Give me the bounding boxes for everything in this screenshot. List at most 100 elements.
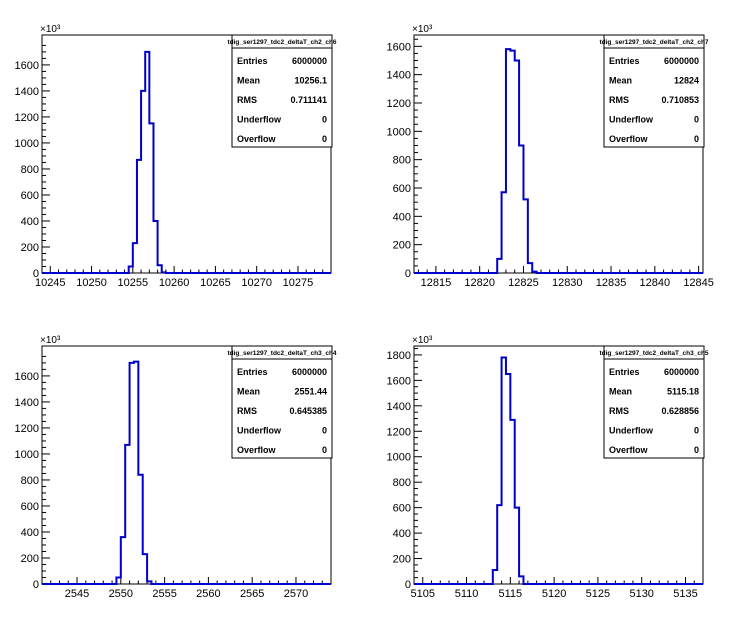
histogram-bin xyxy=(519,576,523,584)
stats-label: Entries xyxy=(237,56,268,66)
x-tick-label: 2570 xyxy=(284,588,308,600)
y-tick-label: 1000 xyxy=(15,138,39,150)
y-tick-label: 400 xyxy=(21,527,39,539)
stats-title: tdig_ser1297_tdc2_deltaT_ch2_ch7 xyxy=(599,39,708,46)
y-tick-label: 1000 xyxy=(387,452,411,464)
histogram-bin xyxy=(138,475,142,584)
histogram-bin xyxy=(147,581,151,584)
stats-label: RMS xyxy=(237,406,257,416)
stats-box xyxy=(231,34,333,148)
y-tick-label: 800 xyxy=(21,164,39,176)
x-tick-label: 12840 xyxy=(640,277,671,289)
stats-label: RMS xyxy=(609,95,629,105)
histogram-bin xyxy=(506,374,510,584)
stats-value: 6000000 xyxy=(292,56,327,66)
histogram-bin xyxy=(116,577,120,584)
x-tick-label: 10260 xyxy=(159,277,190,289)
y-tick-label: 1400 xyxy=(15,397,39,409)
x-tick-label: 2545 xyxy=(65,588,89,600)
histogram-bin xyxy=(143,554,147,584)
x-tick-label: 5135 xyxy=(673,588,697,600)
stats-value: 6000000 xyxy=(664,367,699,377)
histogram-bin xyxy=(137,160,141,273)
y-tick-label: 1400 xyxy=(387,70,411,82)
stats-label: Mean xyxy=(237,387,260,397)
histogram-bin xyxy=(158,265,162,273)
stats-label: Overflow xyxy=(237,134,277,144)
x-tick-label: 12835 xyxy=(596,277,627,289)
stats-value: 2551.44 xyxy=(294,387,327,397)
x-tick-label: 10250 xyxy=(76,277,107,289)
x-tick-label: 5105 xyxy=(411,588,435,600)
x-tick-label: 10265 xyxy=(200,277,231,289)
histogram-line xyxy=(414,48,703,274)
stats-value: 10256.1 xyxy=(294,76,327,86)
stats-title: tdig_ser1297_tdc2_deltaT_ch3_ch5 xyxy=(599,350,708,357)
histogram-bin xyxy=(523,199,527,273)
histogram-bin xyxy=(502,357,506,584)
x-tick-label: 2550 xyxy=(109,588,133,600)
histogram-bin xyxy=(121,537,125,584)
x-tick-label: 5130 xyxy=(629,588,653,600)
x-tick-label: 5115 xyxy=(499,588,523,600)
histogram-pad-2: 12815 12820 12825 12830 12835 12840 12845 0 200 4… xyxy=(387,24,714,289)
histogram-bin xyxy=(149,123,153,273)
stats-value: 0 xyxy=(322,134,327,144)
x-tick-label: 12830 xyxy=(552,277,583,289)
stats-label: Underflow xyxy=(609,426,654,436)
y-tick-label: 600 xyxy=(21,501,39,513)
y-multiplier-label: ×10³ xyxy=(412,335,433,346)
x-tick-label: 2555 xyxy=(152,588,176,600)
stats-value: 0 xyxy=(694,445,699,455)
histogram-bin xyxy=(506,49,510,273)
stats-value: 0 xyxy=(322,445,327,455)
x-tick-label: 12820 xyxy=(464,277,495,289)
stats-value: 0 xyxy=(694,115,699,125)
y-tick-label: 800 xyxy=(21,475,39,487)
y-tick-label: 1200 xyxy=(15,423,39,435)
stats-value: 6000000 xyxy=(664,56,699,66)
stats-label: Overflow xyxy=(237,445,277,455)
x-tick-label: 12825 xyxy=(508,277,539,289)
stats-value: 0 xyxy=(694,134,699,144)
histogram-pad-3: 2545 2550 2555 2560 2565 2570 0 200 400 600 800 100… xyxy=(15,335,337,600)
y-multiplier-label: ×10³ xyxy=(40,24,61,35)
histogram-bin xyxy=(153,221,157,273)
y-tick-label: 1600 xyxy=(15,60,39,72)
y-tick-label: 200 xyxy=(21,242,39,254)
y-multiplier-label: ×10³ xyxy=(412,24,433,35)
histogram-line xyxy=(414,356,703,585)
stats-box xyxy=(603,34,705,148)
y-tick-label: 1000 xyxy=(387,126,411,138)
stats-label: Overflow xyxy=(609,445,649,455)
y-tick-label: 1800 xyxy=(387,350,411,362)
stats-value: 0.710853 xyxy=(661,95,699,105)
y-tick-label: 400 xyxy=(21,216,39,228)
y-tick-label: 400 xyxy=(393,528,411,540)
histogram-bin xyxy=(134,362,138,584)
histogram-bin xyxy=(510,420,514,584)
histogram-line xyxy=(42,50,331,274)
x-tick-label: 10275 xyxy=(283,277,314,289)
histogram-bin xyxy=(502,192,506,273)
histogram-bin xyxy=(141,91,145,273)
stats-title: tdig_ser1297_tdc2_deltaT_ch2_ch6 xyxy=(227,39,336,46)
y-tick-label: 1600 xyxy=(387,41,411,53)
x-tick-label: 12815 xyxy=(421,277,452,289)
histogram-bin xyxy=(528,263,532,273)
y-tick-label: 0 xyxy=(33,268,39,280)
histogram-bin xyxy=(129,266,133,273)
y-tick-label: 200 xyxy=(393,240,411,252)
histogram-bin xyxy=(497,505,501,584)
y-tick-label: 600 xyxy=(393,503,411,515)
y-tick-label: 0 xyxy=(33,579,39,591)
histogram-bin xyxy=(493,570,497,584)
histogram-bin xyxy=(130,363,134,584)
histogram-bin xyxy=(133,243,137,273)
y-tick-label: 1200 xyxy=(15,112,39,124)
histogram-bin xyxy=(162,272,166,273)
y-tick-label: 600 xyxy=(393,183,411,195)
stats-label: RMS xyxy=(609,406,629,416)
stats-box xyxy=(231,345,333,459)
y-tick-label: 1000 xyxy=(15,449,39,461)
